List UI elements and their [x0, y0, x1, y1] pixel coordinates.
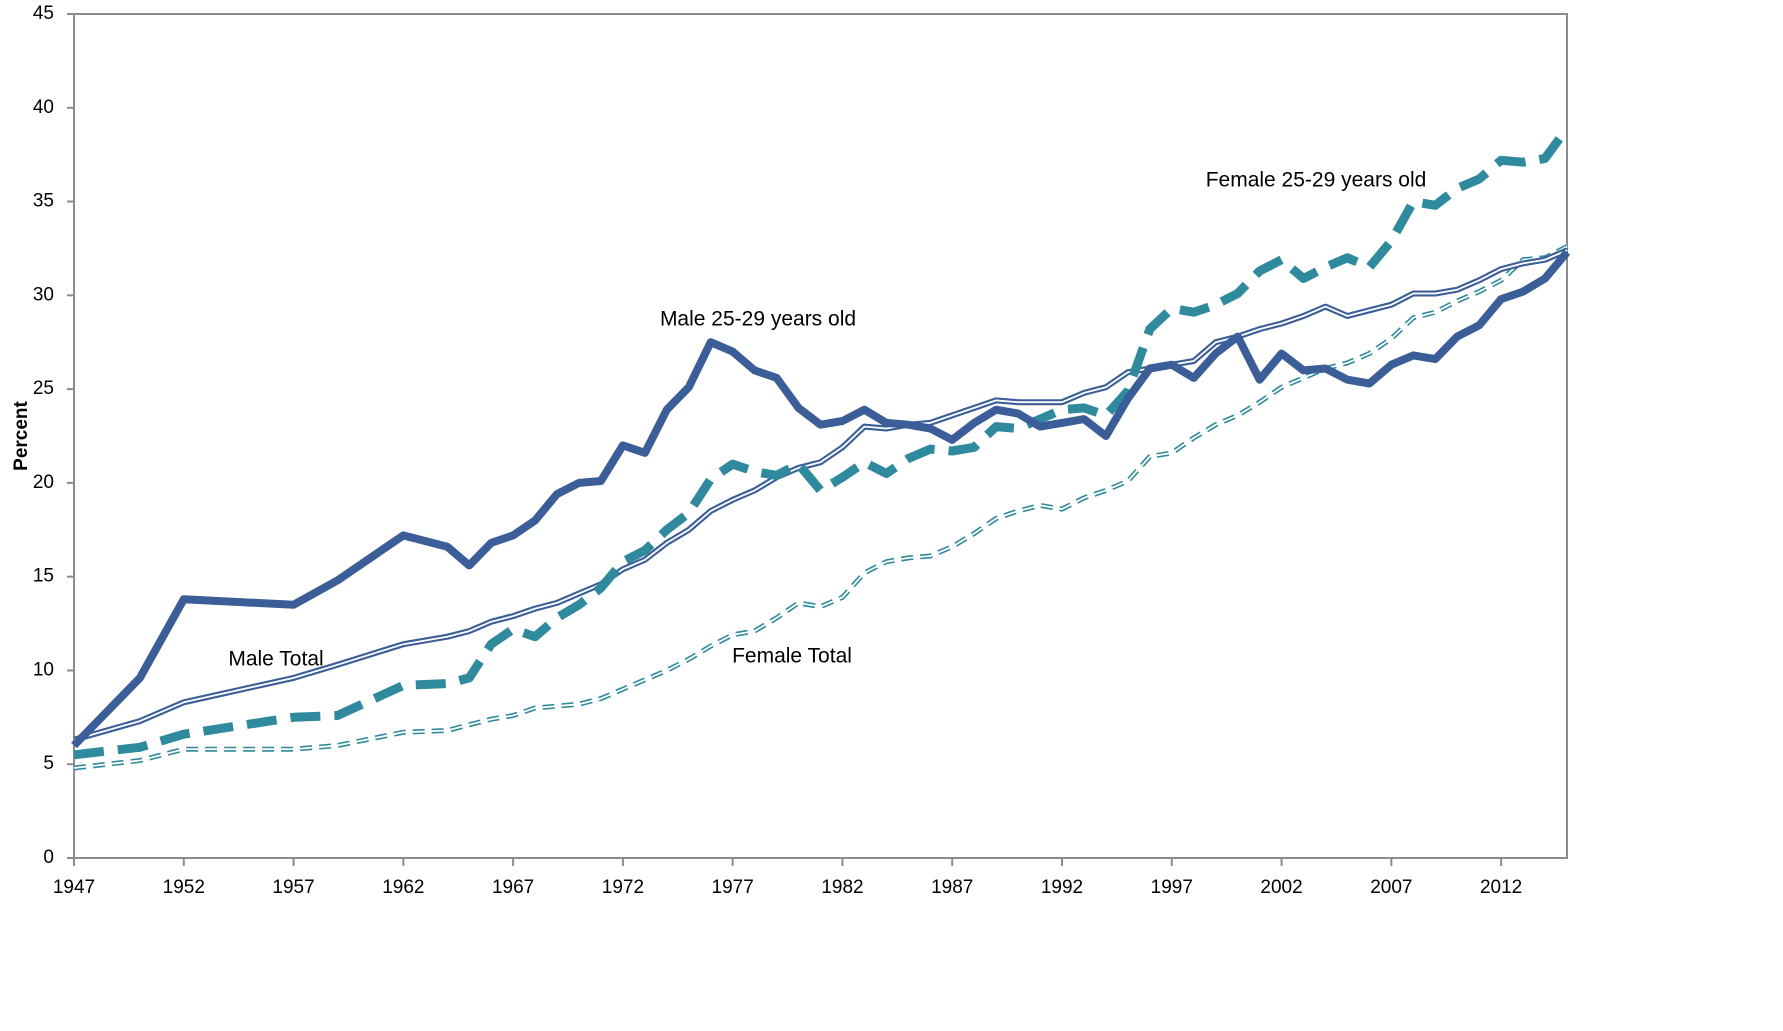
- y-tick-label: 25: [33, 378, 54, 399]
- series-line-inner: [73, 245, 1568, 769]
- series-line: [71, 249, 1571, 749]
- x-tick-label: 2002: [1260, 877, 1302, 898]
- y-tick-label: 10: [33, 659, 54, 680]
- x-tick-label: 1987: [931, 877, 973, 898]
- y-tick-label: 20: [33, 472, 54, 493]
- x-tick-label: 1977: [712, 877, 754, 898]
- series-label: Male Total: [228, 648, 323, 671]
- series-label: Female Total: [732, 645, 852, 668]
- x-tick-label: 1957: [272, 877, 314, 898]
- x-tick-label: 1997: [1151, 877, 1193, 898]
- y-tick-label: 30: [33, 284, 54, 305]
- y-tick-label: 35: [33, 191, 54, 212]
- y-tick-label: 40: [33, 97, 54, 118]
- series-line-inner: [73, 249, 1568, 741]
- x-tick-label: 1947: [53, 877, 95, 898]
- x-tick-label: 1992: [1041, 877, 1083, 898]
- x-tick-label: 1972: [602, 877, 644, 898]
- series-label: Female 25-29 years old: [1206, 169, 1427, 192]
- x-tick-label: 1962: [382, 877, 424, 898]
- y-tick-label: 5: [43, 753, 54, 774]
- x-tick-label: 2007: [1370, 877, 1412, 898]
- x-tick-label: 1967: [492, 877, 534, 898]
- y-tick-label: 45: [33, 3, 54, 24]
- x-tick-label: 1982: [821, 877, 863, 898]
- plot-frame: [73, 13, 1568, 859]
- series-line: [73, 125, 1571, 760]
- y-axis-label: Percent: [11, 400, 32, 470]
- x-tick-label: 2012: [1480, 877, 1522, 898]
- x-tick-label: 1952: [163, 877, 205, 898]
- y-tick-label: 0: [43, 847, 54, 868]
- series-label: Male 25-29 years old: [660, 308, 856, 331]
- y-tick-label: 15: [33, 566, 54, 587]
